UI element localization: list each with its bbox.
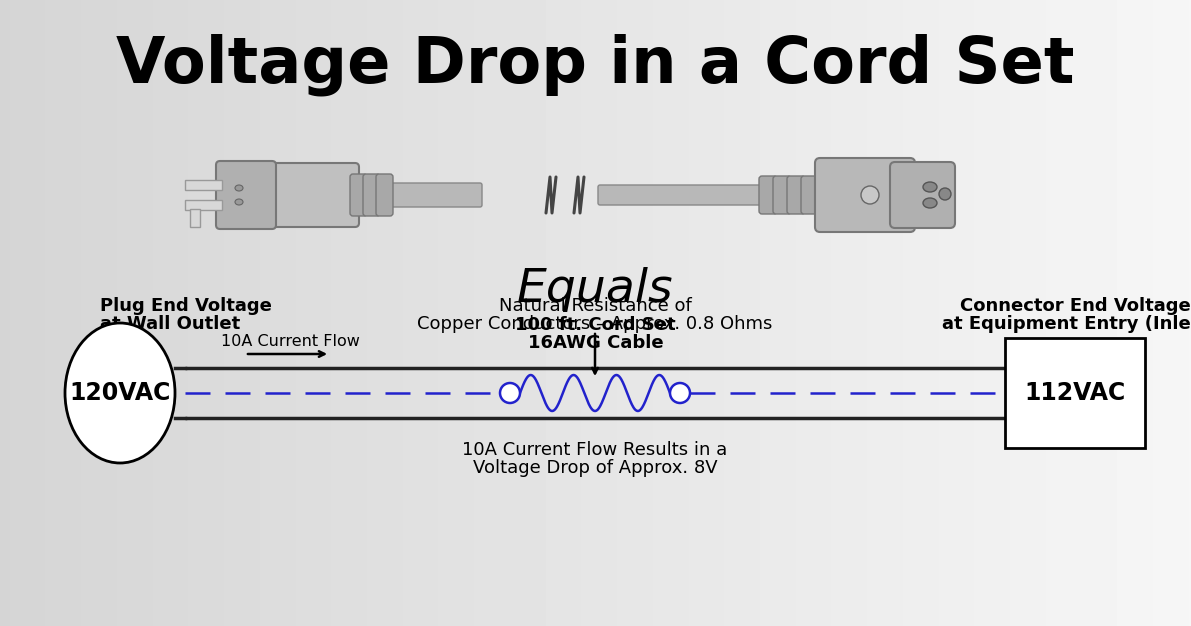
Text: 16AWG Cable: 16AWG Cable	[528, 334, 663, 352]
Bar	[185, 180, 222, 190]
Ellipse shape	[939, 188, 950, 200]
FancyBboxPatch shape	[350, 174, 367, 216]
Text: 120VAC: 120VAC	[69, 381, 170, 405]
FancyBboxPatch shape	[759, 176, 777, 214]
FancyBboxPatch shape	[348, 183, 482, 207]
Circle shape	[671, 383, 690, 403]
Text: at Wall Outlet: at Wall Outlet	[100, 315, 241, 333]
Text: 10A Current Flow Results in a: 10A Current Flow Results in a	[462, 441, 728, 459]
FancyBboxPatch shape	[216, 161, 276, 229]
Text: 100 ft. Cord Set: 100 ft. Cord Set	[516, 316, 675, 334]
Bar	[185, 200, 222, 210]
Text: Natural Resistance of: Natural Resistance of	[499, 297, 691, 315]
FancyBboxPatch shape	[598, 185, 767, 205]
Ellipse shape	[235, 185, 243, 191]
Ellipse shape	[235, 199, 243, 205]
FancyBboxPatch shape	[266, 163, 358, 227]
FancyBboxPatch shape	[802, 176, 819, 214]
Ellipse shape	[923, 198, 937, 208]
Bar	[1005, 338, 1145, 448]
Text: Voltage Drop of Approx. 8V: Voltage Drop of Approx. 8V	[473, 459, 717, 477]
FancyBboxPatch shape	[815, 158, 915, 232]
Bar	[191, 209, 200, 227]
Circle shape	[861, 186, 879, 204]
Text: at Equipment Entry (Inlet): at Equipment Entry (Inlet)	[942, 315, 1191, 333]
Text: Copper Conductors – Approx. 0.8 Ohms: Copper Conductors – Approx. 0.8 Ohms	[417, 315, 773, 333]
Text: Equals: Equals	[517, 267, 674, 312]
Ellipse shape	[923, 182, 937, 192]
FancyBboxPatch shape	[787, 176, 805, 214]
FancyBboxPatch shape	[363, 174, 380, 216]
Text: 112VAC: 112VAC	[1024, 381, 1125, 405]
Text: Voltage Drop in a Cord Set: Voltage Drop in a Cord Set	[117, 34, 1074, 96]
FancyBboxPatch shape	[773, 176, 791, 214]
Text: Connector End Voltage: Connector End Voltage	[960, 297, 1190, 315]
Text: Plug End Voltage: Plug End Voltage	[100, 297, 272, 315]
Circle shape	[500, 383, 520, 403]
Text: 10A Current Flow: 10A Current Flow	[220, 334, 360, 349]
FancyBboxPatch shape	[890, 162, 955, 228]
FancyBboxPatch shape	[376, 174, 393, 216]
Ellipse shape	[66, 323, 175, 463]
